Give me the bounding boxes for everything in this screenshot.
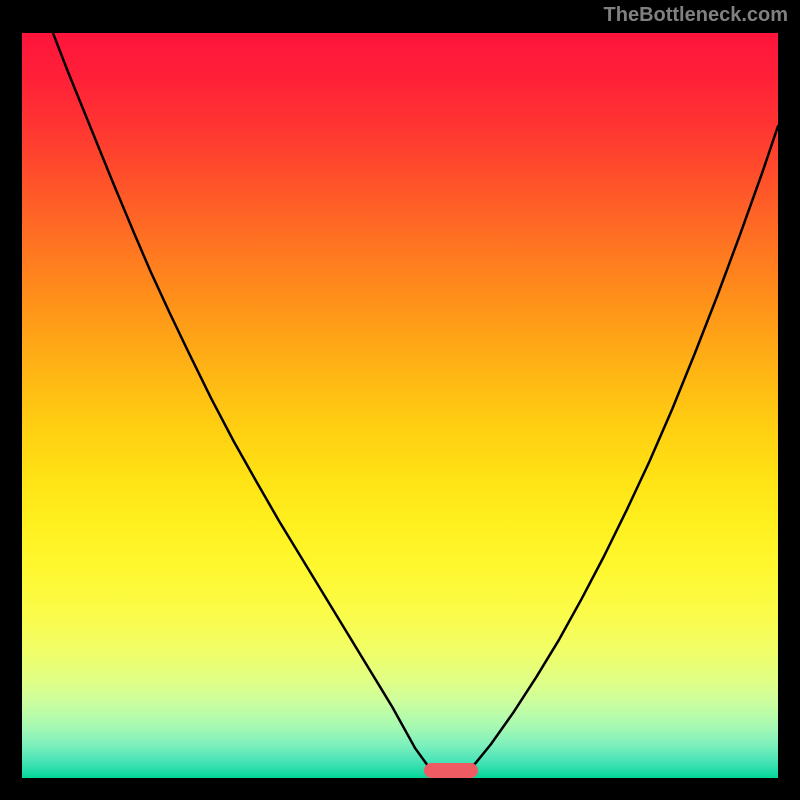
- watermark-text: TheBottleneck.com: [604, 4, 788, 27]
- chart-plot-area: [22, 33, 778, 778]
- optimal-marker: [424, 763, 478, 778]
- chart-background-gradient: [22, 33, 778, 778]
